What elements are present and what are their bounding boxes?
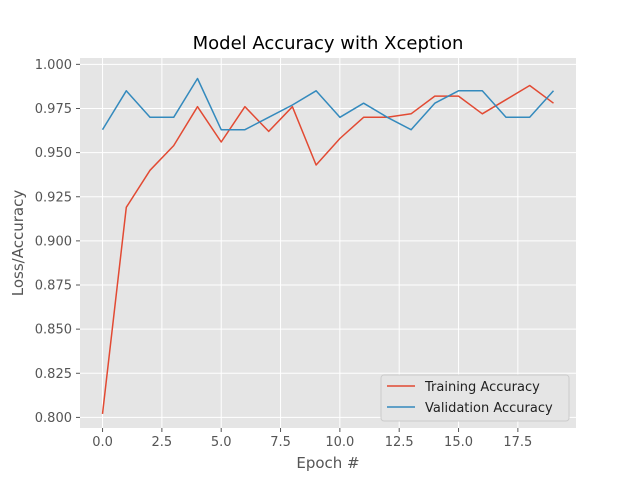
y-axis-title: Loss/Accuracy xyxy=(9,190,27,297)
plot-background xyxy=(80,58,576,428)
x-tick-label: 15.0 xyxy=(444,435,473,450)
grid xyxy=(80,58,576,428)
x-tick-label: 0.0 xyxy=(92,435,113,450)
x-tick-label: 17.5 xyxy=(503,435,532,450)
y-tick-label: 0.975 xyxy=(35,102,72,117)
chart-title: Model Accuracy with Xception xyxy=(193,33,464,54)
x-tick-label: 10.0 xyxy=(325,435,354,450)
x-axis-title: Epoch # xyxy=(296,454,359,472)
y-tick-label: 0.850 xyxy=(35,323,72,338)
x-tick-label: 7.5 xyxy=(270,435,291,450)
y-tick-label: 0.825 xyxy=(35,367,72,382)
x-tick-label: 12.5 xyxy=(385,435,414,450)
y-tick-label: 0.800 xyxy=(35,411,72,426)
y-tick-label: 1.000 xyxy=(35,58,72,73)
y-tick-label: 0.900 xyxy=(35,234,72,249)
legend-box xyxy=(380,374,570,422)
validation-accuracy-line xyxy=(101,77,555,131)
x-tick-label: 2.5 xyxy=(152,435,173,450)
series-layer xyxy=(101,77,555,414)
y-tick-label: 0.950 xyxy=(35,146,72,161)
y-tick-label: 0.875 xyxy=(35,279,72,294)
legend-label-training: Training Accuracy xyxy=(424,380,540,395)
training-accuracy-line xyxy=(101,84,554,414)
legend: Training Accuracy Validation Accuracy xyxy=(380,374,570,422)
y-tick-label: 0.925 xyxy=(35,190,72,205)
tick-labels: 0.800 0.825 0.850 0.875 0.900 0.925 0.950 0.975… xyxy=(35,58,533,450)
legend-label-validation: Validation Accuracy xyxy=(425,401,553,416)
x-tick-label: 5.0 xyxy=(211,435,232,450)
